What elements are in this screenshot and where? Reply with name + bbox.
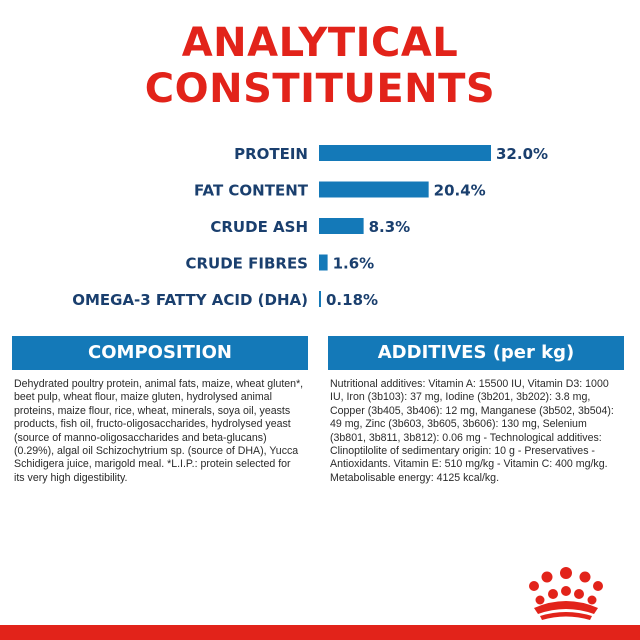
bar [319,254,328,271]
bottom-brand-bar [0,625,640,640]
crown-icon [529,567,603,620]
page-title-line-2: CONSTITUENTS [144,66,496,112]
value-label: 8.3% [369,218,411,236]
additives-text: Nutritional additives: Vitamin A: 15500 … [330,378,614,484]
bar [319,291,321,307]
category-label: CRUDE ASH [210,218,308,236]
bar [319,145,491,161]
bar [319,218,364,234]
value-label: 20.4% [434,182,486,200]
additives-header: ADDITIVES (per kg) [328,336,624,370]
value-label: 1.6% [333,255,375,273]
category-label: OMEGA-3 FATTY ACID (DHA) [72,291,308,309]
category-label: CRUDE FIBRES [185,255,308,273]
bar [319,181,429,198]
page-title-line-1: ANALYTICAL [181,20,459,66]
composition-header: COMPOSITION [12,336,308,370]
value-label: 0.18% [326,291,378,309]
value-label: 32.0% [496,145,548,163]
category-label: PROTEIN [234,145,308,163]
category-label: FAT CONTENT [194,182,309,200]
composition-text: Dehydrated poultry protein, animal fats,… [14,378,304,484]
analytical-constituents-chart: PROTEIN 32.0% FAT CONTENT 20.4% CRUDE ASH 8.3… [72,145,548,309]
